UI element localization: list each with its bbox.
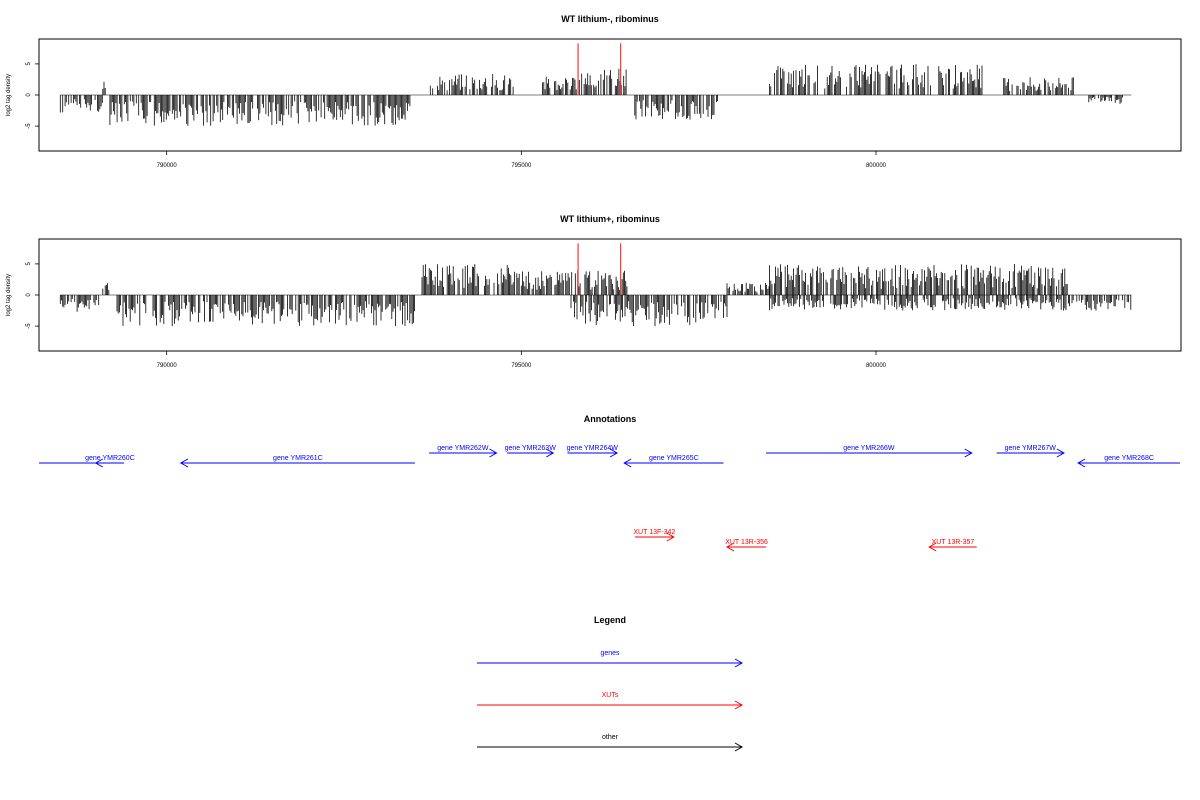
gene-feature: gene YMR265C — [623, 455, 724, 468]
feature-label: XUT 13F-342 — [633, 529, 675, 536]
strand-arrowhead — [623, 458, 632, 468]
feature-label: gene YMR264W — [567, 445, 619, 452]
legend-label: XUTs — [602, 692, 619, 699]
gene-feature: gene YMR267W — [996, 445, 1065, 458]
signal-panel-lithium-plus: WT lithium+, ribominus log2 tag density … — [6, 214, 1182, 369]
strand-arrowhead — [1077, 458, 1086, 468]
y-axis-label: log2 tag density — [6, 74, 12, 116]
annotations-title: Annotations — [584, 414, 637, 424]
feature-label: gene YMR268C — [1104, 455, 1154, 462]
y-tick-label: 5 — [26, 262, 32, 266]
annotation-track: Annotations gene YMR260C gene YMR261C gene… — [39, 414, 1180, 552]
feature-label: gene YMR266W — [843, 445, 895, 452]
legend-item: other — [477, 734, 744, 752]
strand-arrowhead — [94, 458, 103, 468]
strand-arrowhead — [928, 542, 937, 552]
y-axis-label: log2 tag density — [6, 274, 12, 316]
legend-item: XUTs — [477, 692, 744, 710]
feature-label: gene YMR267W — [1005, 445, 1057, 452]
panel-title: WT lithium-, ribominus — [561, 14, 659, 24]
x-tick-label: 795000 — [511, 163, 532, 169]
strand-arrowhead — [489, 448, 498, 458]
x-tick-label: 795000 — [511, 363, 532, 369]
signal-panel-lithium-minus: WT lithium-, ribominus log2 tag density … — [6, 14, 1182, 169]
xut-feature: XUT 13R-356 — [725, 539, 768, 552]
strand-arrowhead — [726, 542, 735, 552]
y-tick-label: -5 — [26, 323, 32, 329]
feature-label: XUT 13R-356 — [725, 539, 768, 546]
gene-feature: gene YMR263W — [505, 445, 557, 458]
feature-label: XUT 13R-357 — [932, 539, 975, 546]
gene-feature: gene YMR262W — [429, 445, 498, 458]
strand-arrowhead — [546, 448, 555, 458]
legend-item: genes — [477, 650, 744, 668]
feature-label: gene YMR261C — [273, 455, 323, 462]
gene-feature: gene YMR264W — [567, 445, 619, 458]
legend-arrowhead — [734, 742, 744, 752]
x-tick-label: 800000 — [866, 163, 887, 169]
strand-arrowhead — [964, 448, 973, 458]
strand-arrowhead — [1056, 448, 1065, 458]
xut-feature: XUT 13F-342 — [633, 529, 675, 542]
legend-label: genes — [600, 650, 620, 657]
legend-label: other — [602, 734, 619, 741]
gene-feature: gene YMR266W — [766, 445, 973, 458]
strand-arrowhead — [609, 448, 619, 458]
legend-title: Legend — [594, 615, 626, 625]
panel-title: WT lithium+, ribominus — [560, 214, 660, 224]
strand-arrowhead — [179, 458, 189, 468]
feature-label: gene YMR262W — [437, 445, 489, 452]
legend-arrowhead — [734, 658, 744, 668]
feature-label: gene YMR260C — [85, 455, 135, 462]
x-tick-label: 800000 — [866, 363, 887, 369]
legend-arrowhead — [734, 700, 744, 710]
legend: Legend genes XUTs other — [477, 615, 744, 752]
x-tick-label: 790000 — [157, 363, 178, 369]
y-tick-label: 5 — [26, 62, 32, 66]
gene-feature: gene YMR260C — [85, 455, 135, 468]
x-tick-label: 790000 — [157, 163, 178, 169]
y-tick-label: 0 — [26, 293, 32, 297]
strand-arrowhead — [666, 532, 675, 542]
y-tick-label: -5 — [26, 123, 32, 129]
xut-feature: XUT 13R-357 — [928, 539, 977, 552]
feature-label: gene YMR263W — [505, 445, 557, 452]
feature-label: gene YMR265C — [649, 455, 699, 462]
gene-feature: gene YMR261C — [179, 455, 415, 468]
gene-feature: gene YMR268C — [1077, 455, 1180, 468]
y-tick-label: 0 — [26, 93, 32, 97]
